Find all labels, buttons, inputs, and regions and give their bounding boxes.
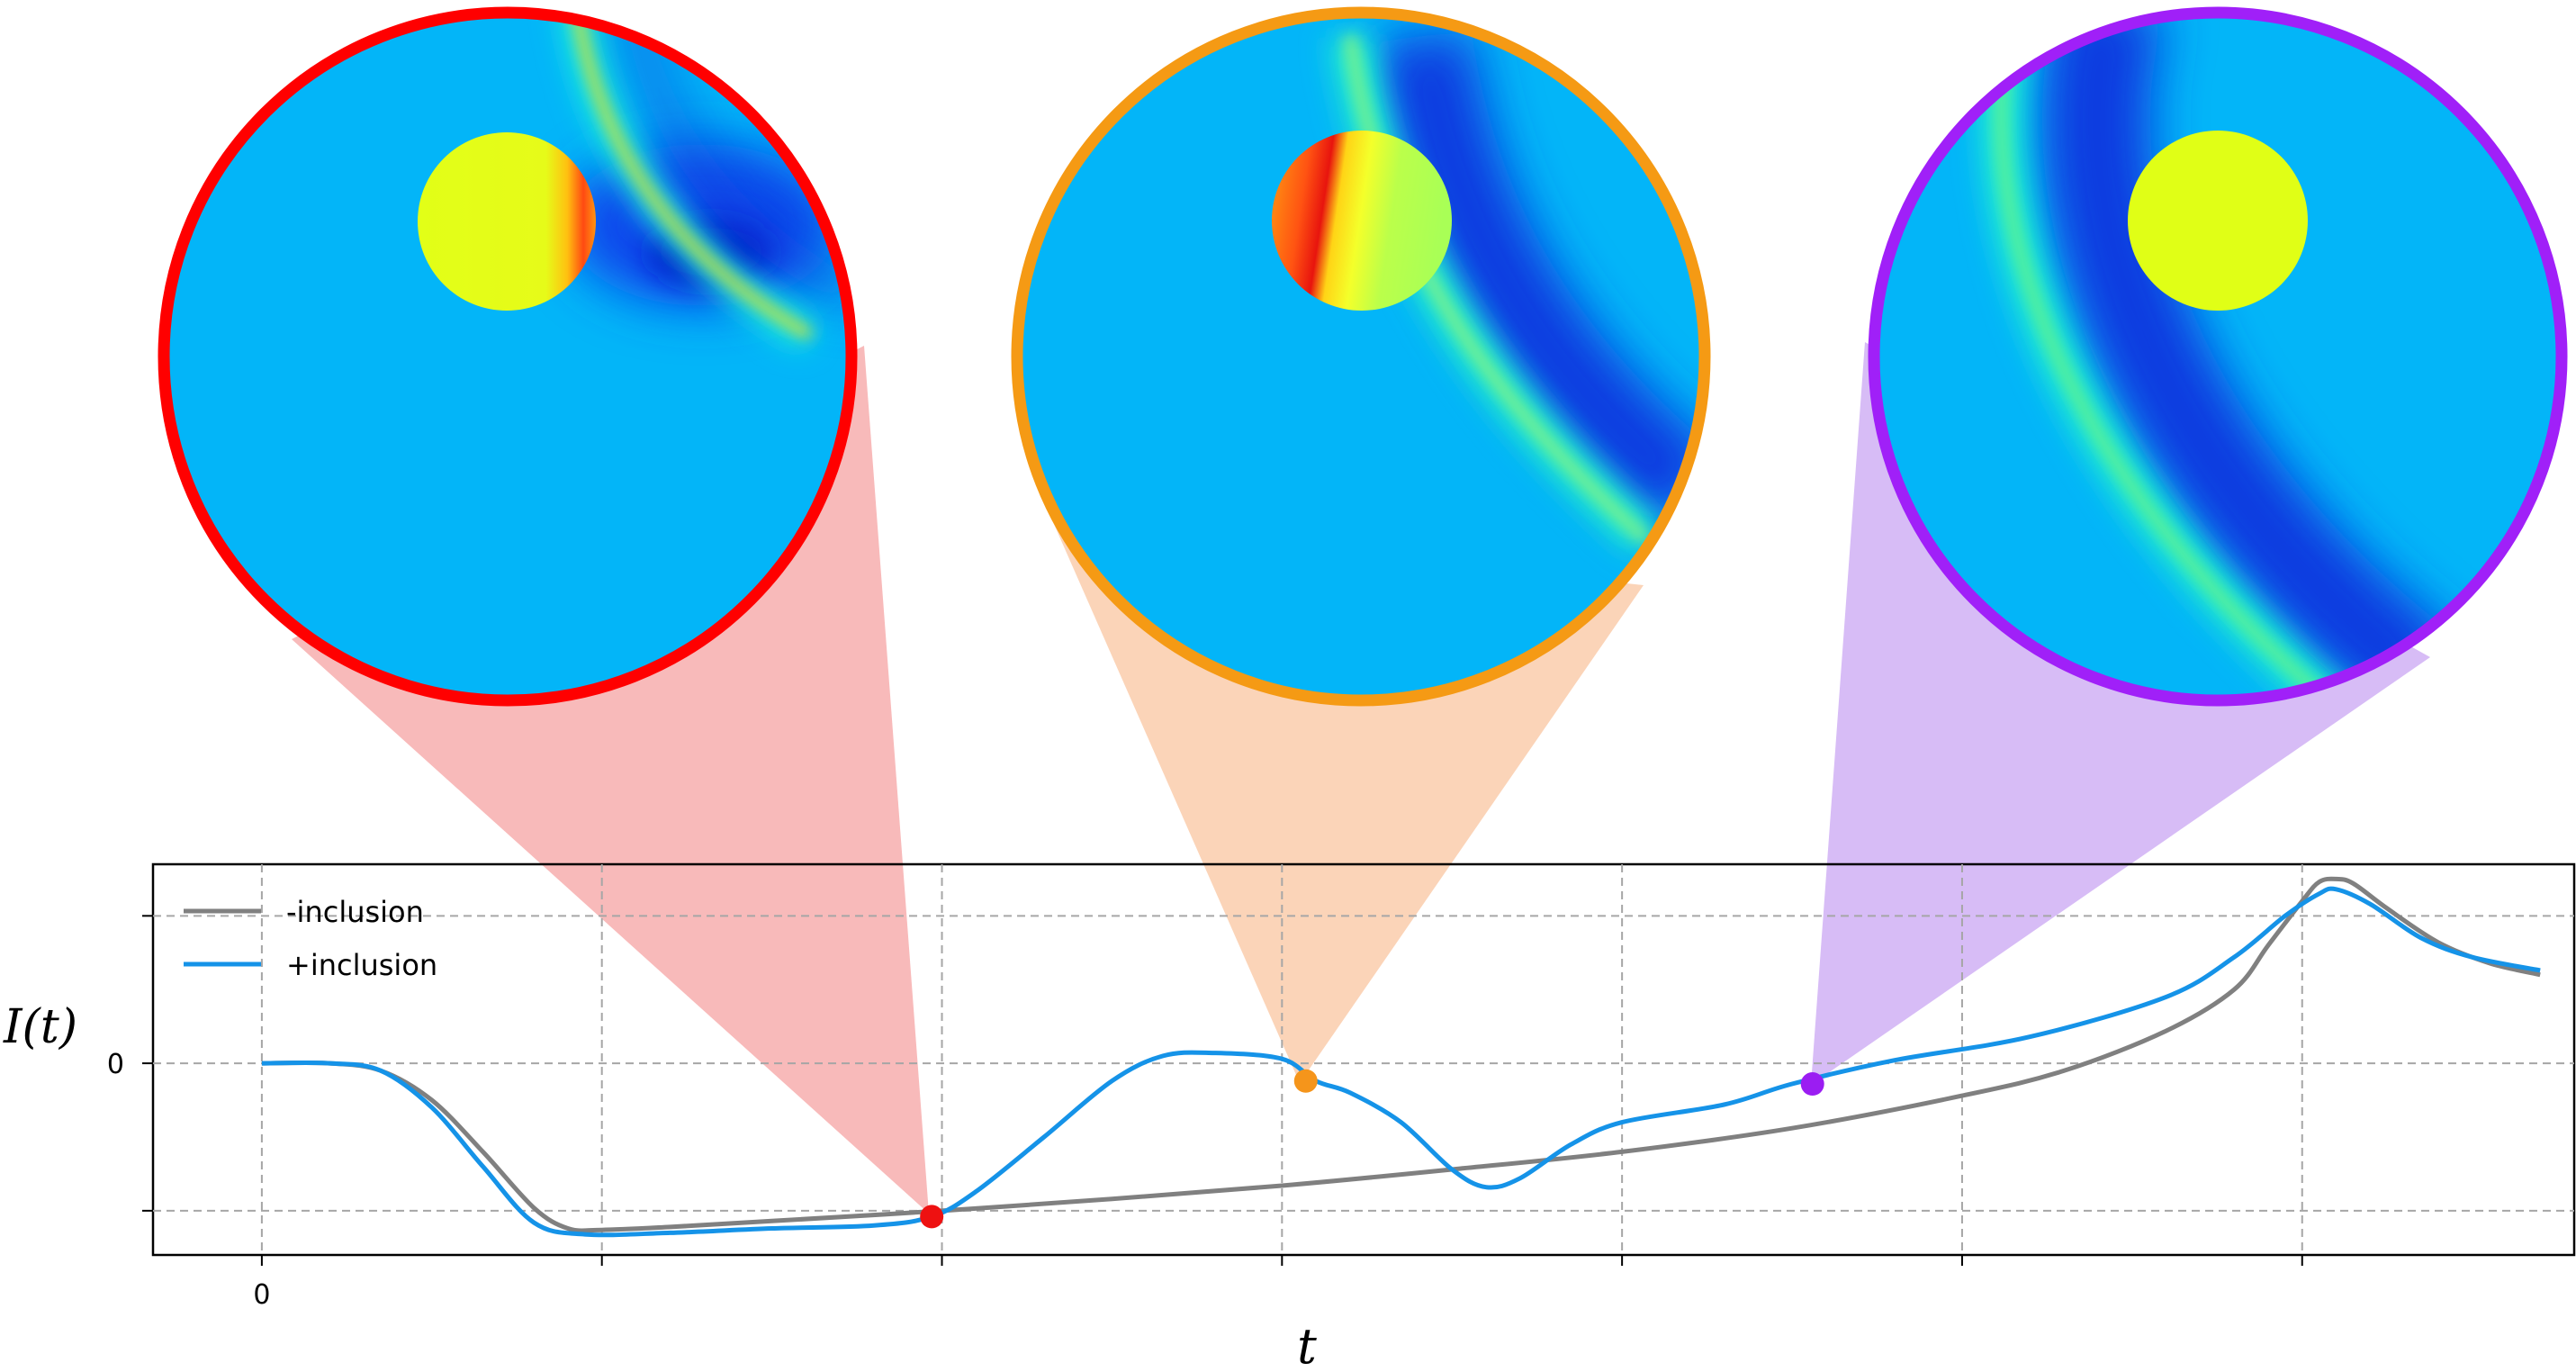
marker-2 <box>1293 1069 1318 1093</box>
series-line-inclusion-minus <box>261 876 2541 1233</box>
y-tick-label-0: 0 <box>107 1049 124 1080</box>
axes-frame <box>151 862 2576 1257</box>
y-axis-label: I(t) <box>3 1000 77 1054</box>
markers <box>920 1069 1824 1229</box>
ticks <box>142 915 2303 1266</box>
marker-3 <box>1800 1072 1824 1097</box>
snapshot-panel-2 <box>1011 6 1711 707</box>
legend-label-inclusion-minus: -inclusion <box>286 895 424 929</box>
x-tick-label-0: 0 <box>253 1279 270 1311</box>
marker-1 <box>920 1205 944 1229</box>
snapshot-panel-1 <box>158 6 858 707</box>
series-line-inclusion-plus <box>261 886 2541 1238</box>
legend-label-inclusion-plus: +inclusion <box>286 948 437 982</box>
x-axis-label: t <box>1297 1318 1317 1372</box>
snapshot-panel-3 <box>1868 6 2568 707</box>
legend: -inclusion +inclusion <box>184 895 437 982</box>
